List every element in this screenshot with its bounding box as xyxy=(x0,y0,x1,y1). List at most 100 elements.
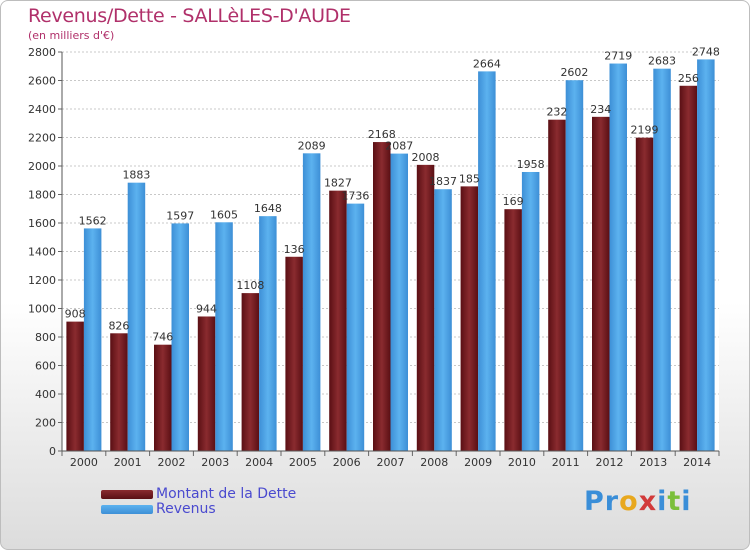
bar-revenus xyxy=(434,189,452,452)
data-label-revenus: 1837 xyxy=(429,175,457,188)
y-tick-label: 1200 xyxy=(28,274,56,287)
proxiti-logo: Proxiti xyxy=(584,486,692,517)
bar-dette xyxy=(154,344,172,451)
x-tick-label: 2013 xyxy=(639,456,667,469)
y-tick-label: 200 xyxy=(35,417,56,430)
y-tick-label: 2400 xyxy=(28,103,56,116)
data-label-dette: 136 xyxy=(284,243,305,256)
bars xyxy=(66,59,715,452)
y-tick-label: 2800 xyxy=(28,46,56,59)
y-tick-label: 1000 xyxy=(28,303,56,316)
chart-title: Revenus/Dette - SALLèLES-D'AUDE xyxy=(28,5,351,27)
data-label-dette: 944 xyxy=(196,302,217,315)
data-label-dette: 746 xyxy=(152,331,173,344)
logo-letter: P xyxy=(584,486,605,517)
x-tick-label: 2006 xyxy=(333,456,361,469)
data-label-revenus: 1605 xyxy=(210,208,238,221)
bar-dette xyxy=(635,137,654,451)
y-tick-label: 1400 xyxy=(28,246,56,259)
axes xyxy=(61,52,719,452)
bar-revenus xyxy=(565,80,584,451)
x-tick-label: 2008 xyxy=(420,456,448,469)
data-label-dette: 2199 xyxy=(631,124,659,137)
data-label-revenus: 2089 xyxy=(298,139,326,152)
data-label-revenus: 1648 xyxy=(254,202,282,215)
bar-dette xyxy=(679,85,698,452)
y-tick-label: 1600 xyxy=(28,217,56,230)
bar-dette xyxy=(66,321,84,451)
y-tick-label: 400 xyxy=(35,388,56,401)
data-label-revenus: 1883 xyxy=(122,169,150,182)
logo-letter: o xyxy=(619,486,639,517)
x-tick-label: 2005 xyxy=(289,456,317,469)
bar-revenus xyxy=(653,68,671,452)
data-label-dette: 908 xyxy=(65,308,86,321)
data-label-revenus: 2719 xyxy=(604,50,632,63)
y-tick-label: 2200 xyxy=(28,132,56,145)
y-tick-label: 600 xyxy=(35,360,56,373)
logo-letter: x xyxy=(638,486,658,517)
bar-dette xyxy=(241,293,260,451)
data-label-dette: 234 xyxy=(590,103,611,116)
y-tick-label: 2000 xyxy=(28,160,56,173)
y-axis-ticks: 0 200 400 600 800 1000 1200 1400 1600 1800 2000 220… xyxy=(28,46,62,458)
bar-revenus xyxy=(346,203,365,451)
bar-dette xyxy=(504,209,522,451)
y-tick-label: 2600 xyxy=(28,75,56,88)
data-label-dette: 256 xyxy=(678,72,699,85)
x-tick-label: 2003 xyxy=(201,456,229,469)
bar-dette xyxy=(416,164,435,452)
data-label-revenus: 1562 xyxy=(79,214,107,227)
legend-swatch-revenus xyxy=(101,505,153,514)
data-label-dette: 1827 xyxy=(324,177,352,190)
bar-dette xyxy=(197,316,216,451)
data-label-revenus: 2748 xyxy=(692,45,720,58)
x-tick-label: 2012 xyxy=(596,456,624,469)
x-tick-label: 2009 xyxy=(464,456,492,469)
bar-revenus xyxy=(215,222,233,451)
data-labels: 908 1562 826 1883 746 1597 944 1605 1108 1648 136 2… xyxy=(65,45,720,343)
bar-dette xyxy=(110,333,128,451)
bar-dette xyxy=(548,119,566,451)
bar-dette xyxy=(285,256,303,451)
data-label-dette: 1108 xyxy=(236,279,264,292)
data-label-revenus: 2087 xyxy=(385,140,413,153)
x-tick-label: 2010 xyxy=(508,456,536,469)
y-tick-label: 800 xyxy=(35,331,56,344)
data-label-revenus: 1736 xyxy=(341,190,369,203)
chart-subtitle: (en milliers d'€) xyxy=(28,29,115,42)
bar-revenus xyxy=(609,63,627,451)
bar-revenus xyxy=(171,223,189,451)
data-label-revenus: 2683 xyxy=(648,55,676,68)
bar-dette xyxy=(373,142,391,451)
bar-revenus xyxy=(697,59,715,451)
bar-revenus xyxy=(302,153,321,451)
data-label-dette: 185 xyxy=(459,172,480,185)
x-tick-label: 2004 xyxy=(245,456,273,469)
x-tick-label: 2007 xyxy=(377,456,405,469)
logo-letter: i xyxy=(681,486,692,517)
data-label-revenus: 2602 xyxy=(560,66,588,79)
bar-revenus xyxy=(259,216,277,451)
legend-swatch-dette xyxy=(101,490,153,499)
x-tick-label: 2002 xyxy=(158,456,186,469)
legend-label-revenus: Revenus xyxy=(156,501,216,517)
bar-revenus xyxy=(390,153,408,452)
y-tick-label: 1800 xyxy=(28,189,56,202)
legend-label-dette: Montant de la Dette xyxy=(156,486,297,502)
bar-dette xyxy=(460,186,479,451)
bar-dette xyxy=(592,116,610,452)
bar-dette xyxy=(329,190,347,451)
data-label-dette: 2168 xyxy=(368,128,396,141)
logo-letter: i xyxy=(657,486,668,517)
logo-letter: t xyxy=(667,486,682,517)
data-label-revenus: 1958 xyxy=(517,158,545,171)
x-tick-label: 2000 xyxy=(70,456,98,469)
x-axis-ticks: 2000 2001 2002 2003 2004 2005 2006 2007 2008 2009… xyxy=(61,451,720,469)
data-label-dette: 169 xyxy=(503,195,524,208)
data-label-dette: 2008 xyxy=(412,151,440,164)
data-label-dette: 232 xyxy=(546,106,567,119)
bar-revenus xyxy=(127,182,146,452)
